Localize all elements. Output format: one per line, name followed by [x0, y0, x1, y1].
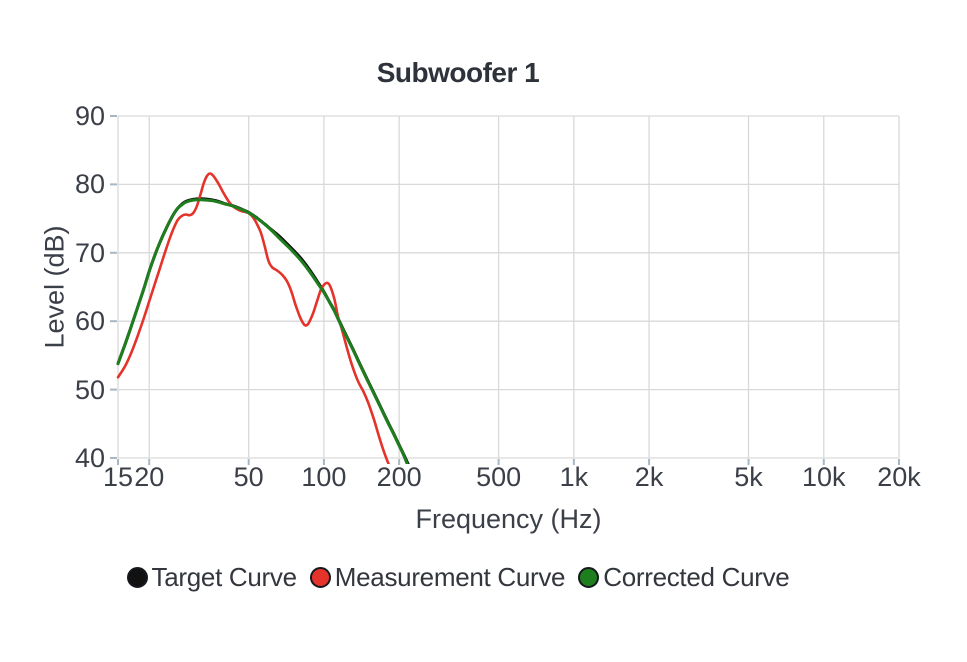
target-curve-dot-icon [126, 567, 148, 588]
x-tick-label-2k: 2k [634, 462, 664, 492]
legend-item-target: Target Curve [126, 562, 298, 593]
legend-label-measurement: Measurement Curve [334, 562, 566, 592]
chart-title: Subwoofer 1 [376, 57, 540, 88]
x-tick-label-20: 20 [134, 462, 165, 492]
legend-item-measurement: Measurement Curve [309, 562, 566, 593]
y-tick-label-80: 80 [74, 169, 105, 200]
x-tick-label-10k: 10k [801, 462, 846, 492]
legend-item-corrected: Corrected Curve [578, 562, 790, 593]
chart-legend: Target Curve Measurement Curve Corrected… [0, 562, 916, 593]
x-axis-title: Frequency (Hz) [415, 504, 602, 534]
corrected-curve-dot-icon [578, 567, 600, 588]
x-tick-label-20k: 20k [877, 462, 921, 492]
legend-label-target: Target Curve [151, 562, 298, 592]
y-tick-label-40: 40 [74, 443, 105, 473]
corrected-curve-line [116, 198, 409, 464]
y-tick-label-70: 70 [74, 237, 105, 268]
x-tick-label-5k: 5k [734, 462, 763, 492]
y-tick-label-50: 50 [74, 374, 105, 405]
x-tick-label-50: 50 [233, 462, 264, 492]
x-tick-label-100: 100 [301, 462, 347, 492]
measurement-curve-dot-icon [309, 567, 331, 588]
x-tick-label-500: 500 [476, 462, 522, 492]
x-tick-label-200: 200 [376, 462, 422, 492]
y-tick-label-60: 60 [74, 306, 105, 337]
y-axis-title: Level (dB) [39, 225, 70, 349]
y-tick-label-90: 90 [74, 101, 105, 131]
x-tick-label-1k: 1k [559, 462, 589, 492]
plot-area [110, 115, 900, 465]
x-tick-label-15: 15 [102, 462, 134, 492]
legend-label-corrected: Corrected Curve [603, 562, 790, 592]
